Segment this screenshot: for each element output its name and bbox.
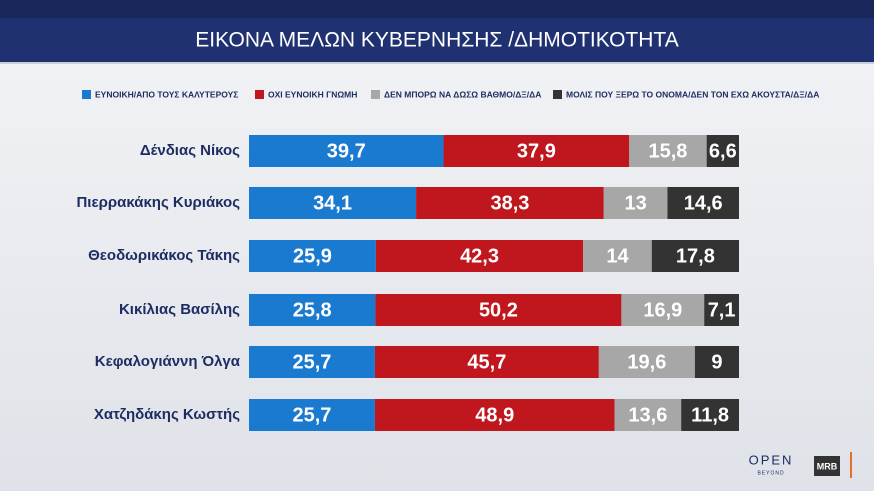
value-label: 37,9 (517, 140, 556, 162)
category-label: Θεοδωρικάκος Τάκης (88, 247, 240, 264)
bar-segment (603, 187, 668, 219)
bar-segment (375, 294, 622, 326)
bar-segment (667, 187, 739, 219)
legend-swatch (371, 90, 380, 99)
value-label: 6,6 (709, 140, 737, 162)
bar-segment (249, 294, 376, 326)
value-label: 45,7 (467, 351, 506, 373)
bar-segment (249, 240, 376, 272)
value-label: 11,8 (691, 404, 729, 426)
value-label: 38,3 (490, 192, 529, 214)
bar-segment (374, 346, 599, 378)
bar-segment (375, 240, 584, 272)
category-label: Κεφαλογιάννη Όλγα (95, 353, 241, 370)
value-label: 15,8 (648, 140, 687, 162)
bar-segment (583, 240, 652, 272)
value-label: 34,1 (313, 192, 352, 214)
value-label: 25,7 (292, 351, 331, 373)
value-label: 7,1 (708, 299, 736, 321)
value-label: 14,6 (684, 192, 723, 214)
value-label: 42,3 (460, 245, 499, 267)
category-label: Δένδιας Νίκος (140, 142, 240, 159)
bar-segment (694, 346, 739, 378)
legend-label: ΔΕΝ ΜΠΟΡΩ ΝΑ ΔΩΣΩ ΒΑΘΜΟ/ΔΞ/ΔΑ (384, 89, 541, 99)
bar-segment (598, 346, 695, 378)
value-label: 39,7 (327, 140, 366, 162)
bar-segment (416, 187, 604, 219)
value-label: 16,9 (643, 299, 682, 321)
brand-mrb: MRB (817, 461, 838, 471)
legend-swatch (82, 90, 91, 99)
bar-segment (621, 294, 705, 326)
bar-segment (704, 294, 739, 326)
legend-label: ΟΧΙ ΕΥΝΟΙΚΗ ΓΝΩΜΗ (268, 89, 357, 99)
value-label: 50,2 (479, 299, 518, 321)
category-label: Κικίλιας Βασίλης (119, 301, 240, 318)
bar-segment (249, 187, 417, 219)
category-label: Χατζηδάκης Κωστής (94, 406, 240, 423)
value-label: 13 (624, 192, 646, 214)
brand-open: OPEN (749, 452, 794, 467)
legend-label: ΕΥΝΟΙΚΗ/ΑΠΟ ΤΟΥΣ ΚΑΛΥΤΕΡΟΥΣ (95, 89, 238, 99)
value-label: 13,6 (628, 404, 667, 426)
legend-swatch (255, 90, 264, 99)
value-label: 25,9 (293, 245, 332, 267)
brand-divider (850, 452, 852, 478)
bar-segment (651, 240, 739, 272)
bar-segment (249, 346, 375, 378)
bar-segment (706, 135, 739, 167)
header-top (0, 0, 874, 18)
bar-segment (374, 399, 615, 431)
brand-beyond: BEYOND (757, 470, 784, 476)
value-label: 17,8 (676, 245, 715, 267)
value-label: 25,7 (292, 404, 331, 426)
bar-segment (614, 399, 682, 431)
bar-segment (629, 135, 707, 167)
value-label: 25,8 (293, 299, 332, 321)
brand-mrb-box (814, 456, 840, 476)
value-label: 14 (606, 245, 629, 267)
legend-label: ΜΟΛΙΣ ΠΟΥ ΞΕΡΩ ΤΟ ΟΝΟΜΑ/ΔΕΝ ΤΟΝ ΕΧΩ ΑΚΟΥ… (566, 89, 819, 99)
value-label: 9 (711, 351, 722, 373)
value-label: 48,9 (475, 404, 514, 426)
chart-title: ΕΙΚΟΝΑ ΜΕΛΩΝ ΚΥΒΕΡΝΗΣΗΣ /ΔΗΜΟΤΙΚΟΤΗΤΑ (195, 29, 678, 52)
bar-segment (249, 135, 444, 167)
bar-segment (249, 399, 375, 431)
bar-segment (681, 399, 739, 431)
value-label: 19,6 (627, 351, 666, 373)
category-label: Πιερρακάκης Κυριάκος (76, 194, 240, 211)
bar-segment (443, 135, 630, 167)
legend-swatch (553, 90, 562, 99)
header-line (0, 62, 874, 64)
